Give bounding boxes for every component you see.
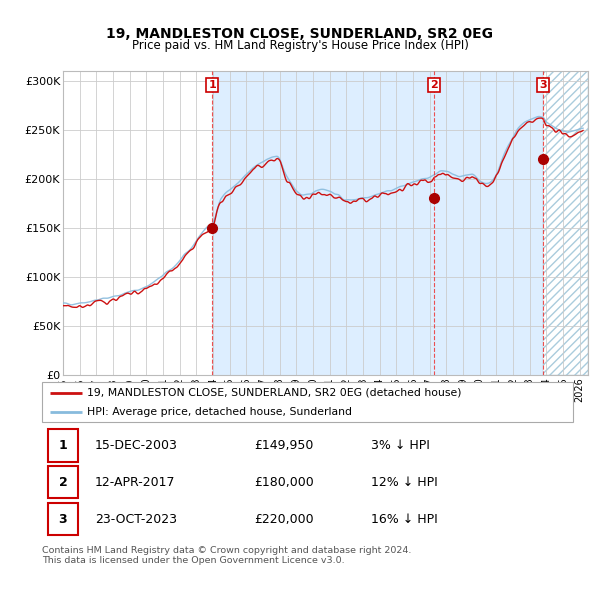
Text: 15-DEC-2003: 15-DEC-2003 [95, 439, 178, 452]
FancyBboxPatch shape [42, 382, 573, 422]
Text: £180,000: £180,000 [254, 476, 314, 489]
Text: 3: 3 [539, 80, 547, 90]
Text: HPI: Average price, detached house, Sunderland: HPI: Average price, detached house, Sund… [87, 407, 352, 417]
Text: 3: 3 [59, 513, 67, 526]
Bar [212, 71, 543, 375]
Text: 23-OCT-2023: 23-OCT-2023 [95, 513, 177, 526]
Text: 1: 1 [208, 80, 216, 90]
Text: Contains HM Land Registry data © Crown copyright and database right 2024.
This d: Contains HM Land Registry data © Crown c… [42, 546, 412, 565]
Text: Price paid vs. HM Land Registry's House Price Index (HPI): Price paid vs. HM Land Registry's House … [131, 39, 469, 52]
Text: £149,950: £149,950 [254, 439, 314, 452]
Text: 2: 2 [430, 80, 438, 90]
Text: 19, MANDLESTON CLOSE, SUNDERLAND, SR2 0EG: 19, MANDLESTON CLOSE, SUNDERLAND, SR2 0E… [107, 27, 493, 41]
Text: 2: 2 [59, 476, 67, 489]
Text: 16% ↓ HPI: 16% ↓ HPI [371, 513, 438, 526]
Text: 19, MANDLESTON CLOSE, SUNDERLAND, SR2 0EG (detached house): 19, MANDLESTON CLOSE, SUNDERLAND, SR2 0E… [87, 388, 461, 398]
Bar [543, 71, 588, 375]
FancyBboxPatch shape [49, 466, 77, 499]
Text: 1: 1 [59, 439, 67, 452]
FancyBboxPatch shape [49, 503, 77, 535]
Text: 12% ↓ HPI: 12% ↓ HPI [371, 476, 438, 489]
Text: 3% ↓ HPI: 3% ↓ HPI [371, 439, 430, 452]
FancyBboxPatch shape [49, 430, 77, 461]
Bar [543, 71, 588, 375]
Text: 12-APR-2017: 12-APR-2017 [95, 476, 176, 489]
Text: £220,000: £220,000 [254, 513, 314, 526]
